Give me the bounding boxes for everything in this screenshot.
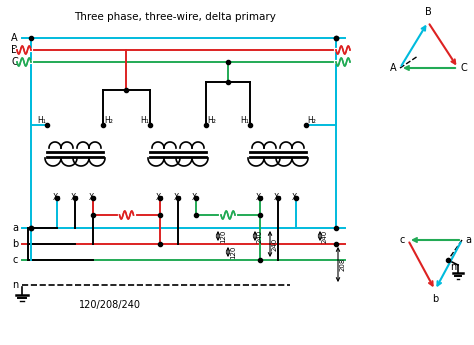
Text: a: a (12, 223, 18, 233)
Text: H₂: H₂ (307, 116, 316, 125)
Text: 120/208/240: 120/208/240 (79, 300, 141, 310)
Text: X₃: X₃ (256, 193, 264, 202)
Text: b: b (432, 294, 438, 304)
Text: X₁: X₁ (192, 193, 200, 202)
Text: B: B (425, 7, 431, 17)
Text: A: A (391, 63, 397, 73)
Text: X₁: X₁ (89, 193, 97, 202)
Text: n: n (12, 280, 18, 290)
Text: H₂: H₂ (104, 116, 113, 125)
Text: 120: 120 (220, 229, 226, 243)
Text: c: c (400, 235, 405, 245)
Text: C: C (11, 57, 18, 67)
Text: H₁: H₁ (240, 116, 249, 125)
Text: X₂: X₂ (274, 193, 282, 202)
Text: B: B (11, 45, 18, 55)
Text: A: A (11, 33, 18, 43)
Text: 208: 208 (340, 258, 346, 271)
Text: X₁: X₁ (292, 193, 300, 202)
Text: c: c (13, 255, 18, 265)
Text: 120: 120 (230, 245, 236, 259)
Text: X₃: X₃ (156, 193, 164, 202)
Text: H₁: H₁ (140, 116, 149, 125)
Text: X₃: X₃ (53, 193, 61, 202)
Text: H₂: H₂ (207, 116, 216, 125)
Text: 240: 240 (322, 229, 328, 243)
Text: n: n (450, 262, 456, 272)
Text: H₁: H₁ (37, 116, 46, 125)
Text: 240: 240 (272, 237, 278, 250)
Text: b: b (12, 239, 18, 249)
Text: 240: 240 (257, 229, 263, 243)
Text: X₂: X₂ (71, 193, 79, 202)
Text: Three phase, three-wire, delta primary: Three phase, three-wire, delta primary (74, 12, 276, 22)
Text: X₂: X₂ (174, 193, 182, 202)
Text: C: C (461, 63, 468, 73)
Text: a: a (465, 235, 471, 245)
